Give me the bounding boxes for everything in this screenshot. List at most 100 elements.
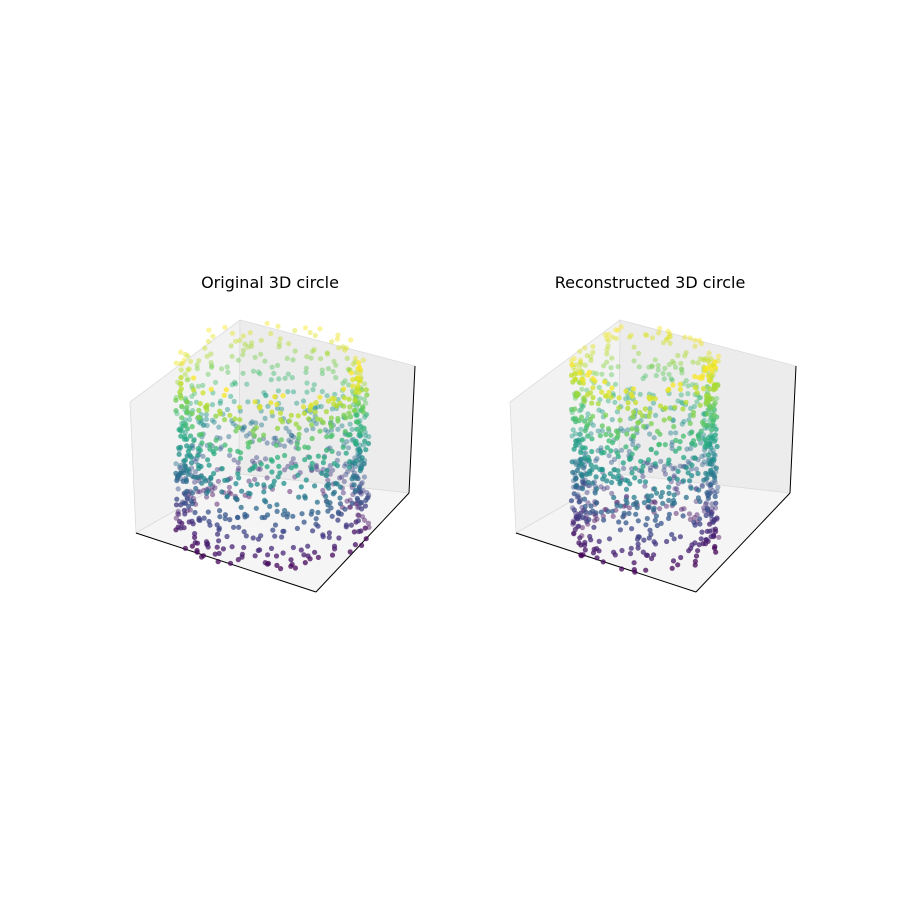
- data-point: [692, 562, 698, 568]
- data-point: [666, 371, 672, 377]
- data-point: [579, 437, 585, 443]
- data-point: [669, 565, 675, 571]
- data-point: [302, 444, 308, 450]
- data-point: [272, 394, 278, 400]
- data-point: [302, 495, 308, 501]
- data-point: [329, 432, 335, 438]
- data-point: [358, 428, 364, 434]
- data-point: [604, 347, 610, 353]
- data-point: [669, 442, 675, 448]
- data-point: [669, 377, 675, 383]
- data-point: [248, 482, 254, 488]
- y-axis-line: [315, 492, 410, 593]
- data-point: [597, 433, 604, 439]
- data-point: [655, 367, 661, 373]
- data-point: [323, 409, 329, 415]
- data-point: [590, 349, 596, 355]
- data-point: [329, 448, 335, 454]
- data-point: [711, 457, 717, 463]
- data-point: [302, 325, 309, 331]
- data-point: [298, 484, 304, 490]
- data-point: [704, 411, 710, 417]
- data-point: [342, 378, 348, 384]
- data-point: [222, 442, 228, 448]
- data-point: [712, 479, 718, 486]
- data-point: [330, 368, 336, 375]
- data-point: [307, 329, 313, 336]
- data-point: [631, 494, 637, 500]
- data-point: [652, 461, 659, 467]
- data-point: [315, 453, 321, 459]
- data-point: [274, 562, 280, 569]
- data-point: [303, 369, 309, 375]
- data-point: [577, 431, 584, 437]
- data-point: [179, 415, 185, 421]
- data-point: [580, 403, 587, 409]
- data-point: [365, 440, 372, 447]
- data-point: [192, 479, 198, 485]
- data-point: [674, 476, 680, 482]
- data-point: [571, 507, 577, 513]
- data-point: [311, 347, 317, 353]
- data-point: [645, 457, 652, 463]
- data-point: [253, 424, 259, 431]
- data-point: [713, 549, 719, 555]
- data-point: [626, 510, 632, 517]
- data-point: [582, 445, 588, 451]
- data-point: [237, 450, 244, 456]
- data-point: [296, 431, 302, 437]
- data-point: [616, 395, 622, 401]
- data-point: [226, 434, 232, 440]
- data-point: [643, 567, 649, 573]
- data-point: [582, 428, 588, 434]
- data-point: [331, 543, 338, 549]
- data-point: [306, 416, 312, 422]
- data-point: [569, 433, 575, 439]
- data-point: [711, 412, 717, 418]
- data-point: [660, 370, 666, 376]
- data-point: [580, 515, 586, 521]
- data-point: [698, 428, 704, 434]
- data-point: [192, 540, 198, 546]
- data-point: [352, 440, 358, 446]
- data-point: [347, 504, 353, 510]
- data-point: [671, 536, 677, 542]
- data-point: [254, 455, 260, 461]
- data-point: [635, 541, 641, 547]
- data-point: [201, 422, 207, 428]
- x-axis-line: [135, 532, 317, 593]
- data-point: [605, 426, 612, 432]
- data-point: [285, 371, 291, 377]
- data-point: [275, 388, 281, 394]
- data-point: [704, 396, 710, 402]
- data-point: [275, 454, 281, 460]
- data-point: [175, 486, 181, 492]
- data-point: [649, 335, 656, 341]
- data-point: [599, 423, 605, 429]
- data-point: [643, 552, 650, 558]
- data-point: [262, 415, 268, 421]
- data-point: [569, 358, 575, 364]
- data-point: [272, 522, 279, 528]
- data-point: [173, 502, 180, 508]
- data-point: [608, 448, 614, 454]
- data-point: [573, 362, 580, 368]
- data-point: [674, 486, 680, 492]
- data-point: [331, 461, 337, 467]
- data-point: [646, 394, 652, 400]
- data-point: [269, 364, 275, 370]
- data-point: [257, 371, 263, 377]
- data-point: [696, 542, 702, 548]
- data-point: [176, 511, 182, 517]
- data-point: [233, 481, 239, 487]
- data-point: [670, 501, 676, 507]
- data-point: [577, 535, 583, 541]
- data-point: [319, 388, 325, 395]
- data-point: [253, 420, 259, 426]
- data-point: [312, 332, 318, 339]
- data-point: [225, 369, 231, 375]
- data-point: [295, 413, 301, 419]
- data-point: [575, 391, 581, 397]
- data-point: [359, 506, 365, 512]
- data-point: [571, 491, 577, 497]
